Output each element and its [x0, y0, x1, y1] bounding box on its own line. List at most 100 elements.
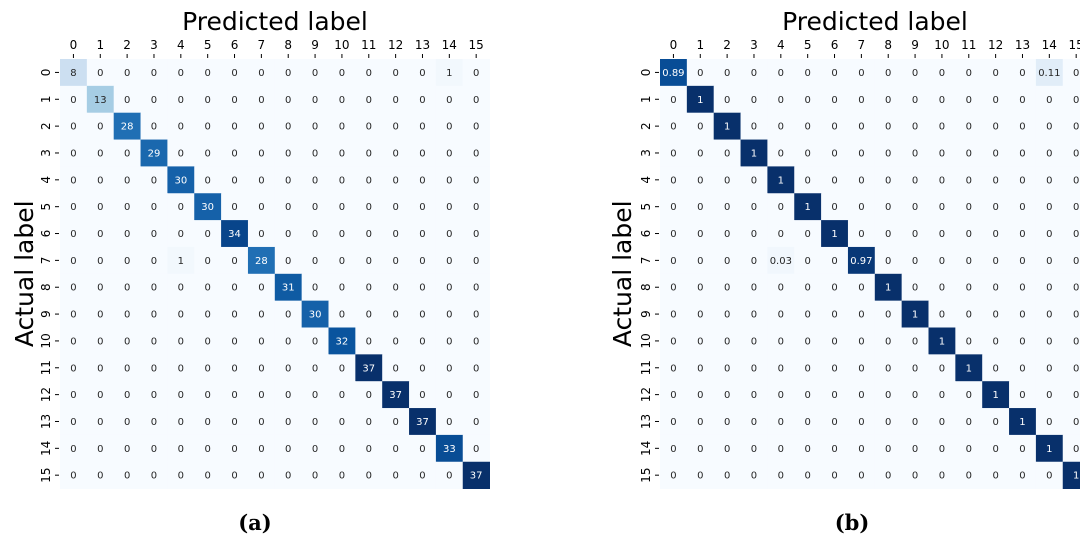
- cell-value-label: 0: [151, 95, 157, 106]
- heatmap-cell: [221, 246, 249, 275]
- heatmap-cell: [301, 381, 329, 409]
- cell-value-label: 0: [1019, 310, 1025, 321]
- heatmap-cell: [194, 246, 222, 275]
- heatmap-cell: [1062, 354, 1080, 382]
- heatmap-cell: [86, 166, 115, 194]
- heatmap-cell: [247, 193, 276, 221]
- cell-value-label: 0: [124, 95, 130, 106]
- heatmap-cell: [60, 434, 88, 463]
- heatmap-cell: [247, 381, 276, 409]
- heatmap-cell: [713, 59, 741, 87]
- heatmap-cell: [767, 381, 795, 409]
- heatmap-cell: [955, 193, 983, 221]
- cell-value-label: 0: [697, 283, 703, 294]
- cell-value-label: 0: [124, 229, 130, 240]
- heatmap-cell: [409, 193, 437, 221]
- cell-value-label: 0: [751, 229, 757, 240]
- cell-value-label: 0: [285, 363, 291, 374]
- heatmap-cell: [221, 220, 249, 248]
- cell-value-label: 0: [724, 95, 730, 106]
- heatmap-cell: [767, 246, 795, 275]
- heatmap-cell: [167, 300, 195, 328]
- heatmap-cell: [821, 139, 849, 167]
- cell-value-label: 0: [1073, 336, 1079, 347]
- cell-value-label: 0: [151, 336, 157, 347]
- cell-value-label: 0: [1073, 283, 1079, 294]
- cell-value-label: 0: [231, 202, 237, 213]
- cell-value-label: 0: [204, 310, 210, 321]
- heatmap-cell: [167, 193, 195, 221]
- heatmap-cell: [821, 112, 849, 140]
- heatmap-cell: [713, 273, 741, 302]
- heatmap-cell: [140, 246, 168, 275]
- cell-value-label: 0: [339, 256, 345, 267]
- heatmap-cell: [274, 139, 303, 167]
- cell-value-label: 0: [446, 148, 452, 159]
- cell-value-label: 0: [258, 95, 264, 106]
- heatmap-cell: [274, 112, 303, 140]
- cell-value-label: 0: [697, 148, 703, 159]
- cell-value-label: 0: [804, 336, 810, 347]
- cell-value-label: 0: [473, 202, 479, 213]
- heatmap-cell: [847, 300, 876, 328]
- cell-value-label: 0: [204, 148, 210, 159]
- cell-value-label: 0.11: [1038, 68, 1060, 79]
- heatmap-cell: [140, 193, 168, 221]
- heatmap-cell: [955, 166, 983, 194]
- heatmap-cell: [767, 434, 795, 463]
- heatmap-cell: [382, 193, 410, 221]
- cell-value-label: 0: [992, 363, 998, 374]
- cell-value-label: 0: [724, 175, 730, 186]
- heatmap-cell: [140, 166, 168, 194]
- heatmap-cell: [874, 220, 903, 248]
- cell-value-label: 0: [1046, 175, 1052, 186]
- x-tick-label: 8: [284, 38, 292, 52]
- y-tick-label: 10: [639, 333, 653, 348]
- heatmap-cell: [462, 461, 490, 489]
- cell-value-label: 0: [231, 336, 237, 347]
- heatmap-cell: [713, 461, 741, 489]
- cell-value-label: 0: [178, 229, 184, 240]
- cell-value-label: 0: [231, 283, 237, 294]
- heatmap-cell: [713, 85, 741, 114]
- heatmap-cell: [660, 434, 688, 463]
- heatmap-cell: [713, 408, 741, 436]
- cell-value-label: 0: [178, 471, 184, 482]
- heatmap-cell: [847, 112, 876, 140]
- cell-value-label: 0: [285, 444, 291, 455]
- heatmap-cell: [167, 85, 195, 114]
- heatmap-cell: [86, 139, 115, 167]
- cell-value-label: 0: [670, 202, 676, 213]
- heatmap-cell: [355, 112, 383, 140]
- cell-value-label: 1: [697, 95, 703, 106]
- heatmap-cell: [247, 354, 276, 382]
- heatmap-cell: [247, 246, 276, 275]
- cell-value-label: 0: [392, 310, 398, 321]
- heatmap-cell: [794, 434, 822, 463]
- cell-value-label: 33: [443, 444, 456, 455]
- cell-value-label: 0: [858, 283, 864, 294]
- heatmap-cell: [194, 273, 222, 302]
- heatmap-cell: [767, 273, 795, 302]
- heatmap-cell: [1009, 193, 1037, 221]
- heatmap-cell: [60, 220, 88, 248]
- cell-value-label: 0: [670, 471, 676, 482]
- x-tick-label: 3: [750, 38, 758, 52]
- cell-value-label: 0: [473, 256, 479, 267]
- heatmap-cell: [1062, 273, 1080, 302]
- heatmap-cell: [955, 273, 983, 302]
- cell-value-label: 0: [258, 175, 264, 186]
- cell-value-label: 0: [724, 256, 730, 267]
- cell-value-label: 0: [939, 95, 945, 106]
- heatmap-cell: [928, 59, 956, 87]
- cell-value-label: 0: [912, 471, 918, 482]
- heatmap-cell: [767, 354, 795, 382]
- heatmap-cell: [247, 112, 276, 140]
- y-tick-label: 3: [639, 149, 653, 157]
- cell-value-label: 1: [1046, 444, 1052, 455]
- cell-value-label: 0: [966, 471, 972, 482]
- cell-value-label: 0: [697, 256, 703, 267]
- cell-value-label: 0: [724, 444, 730, 455]
- cell-value-label: 0: [992, 202, 998, 213]
- cell-value-label: 0: [912, 122, 918, 133]
